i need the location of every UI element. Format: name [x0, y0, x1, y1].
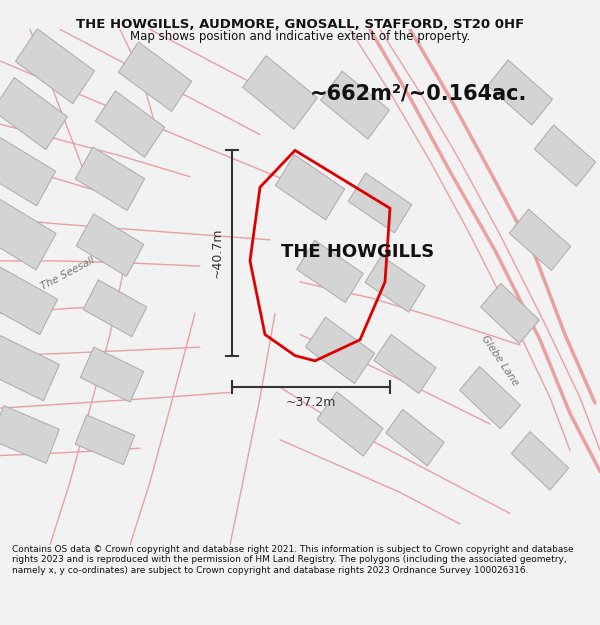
Polygon shape: [118, 42, 191, 111]
Polygon shape: [83, 280, 147, 337]
Polygon shape: [95, 91, 164, 158]
Polygon shape: [0, 137, 56, 206]
Polygon shape: [534, 125, 596, 186]
Text: ~37.2m: ~37.2m: [286, 396, 336, 409]
Text: The Seesall: The Seesall: [40, 255, 97, 292]
Polygon shape: [75, 415, 135, 464]
Text: ~40.7m: ~40.7m: [211, 228, 224, 278]
Polygon shape: [460, 367, 520, 429]
Polygon shape: [16, 29, 95, 104]
Text: Contains OS data © Crown copyright and database right 2021. This information is : Contains OS data © Crown copyright and d…: [12, 545, 574, 575]
Polygon shape: [348, 173, 412, 233]
Polygon shape: [509, 209, 571, 271]
Polygon shape: [511, 431, 569, 490]
Polygon shape: [317, 392, 383, 456]
Polygon shape: [481, 284, 539, 344]
Polygon shape: [0, 336, 59, 401]
Polygon shape: [76, 214, 144, 276]
Polygon shape: [242, 56, 317, 129]
Polygon shape: [0, 267, 58, 334]
Polygon shape: [305, 317, 374, 384]
Text: THE HOWGILLS, AUDMORE, GNOSALL, STAFFORD, ST20 0HF: THE HOWGILLS, AUDMORE, GNOSALL, STAFFORD…: [76, 18, 524, 31]
Text: Glebe Lane: Glebe Lane: [479, 334, 521, 388]
Polygon shape: [0, 199, 56, 270]
Polygon shape: [0, 78, 68, 149]
Polygon shape: [296, 240, 364, 302]
Polygon shape: [365, 256, 425, 312]
Polygon shape: [320, 71, 389, 139]
Polygon shape: [75, 147, 145, 211]
Polygon shape: [386, 409, 444, 466]
Text: ~662m²/~0.164ac.: ~662m²/~0.164ac.: [310, 83, 527, 103]
Text: Map shows position and indicative extent of the property.: Map shows position and indicative extent…: [130, 30, 470, 43]
Polygon shape: [275, 154, 344, 220]
Text: THE HOWGILLS: THE HOWGILLS: [281, 244, 434, 261]
Polygon shape: [0, 406, 59, 463]
Polygon shape: [374, 334, 436, 394]
Polygon shape: [488, 60, 553, 125]
Polygon shape: [80, 347, 143, 402]
